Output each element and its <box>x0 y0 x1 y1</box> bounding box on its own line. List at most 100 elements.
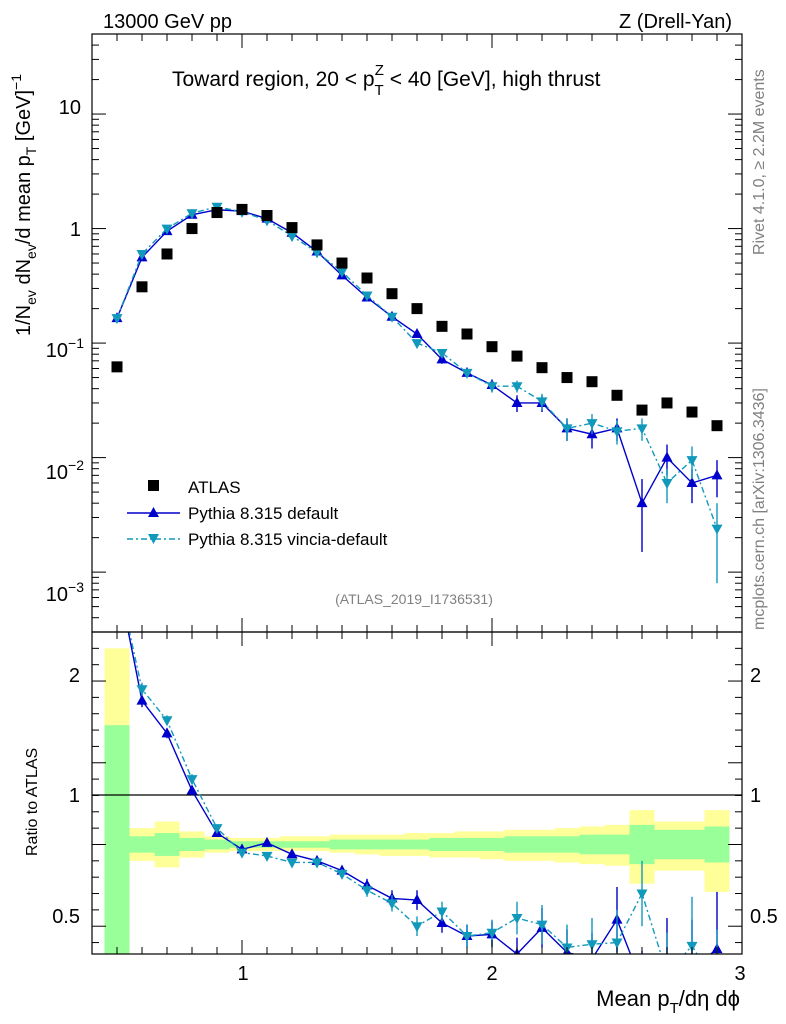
point-atlas <box>711 420 723 432</box>
band-green-bin <box>129 836 155 853</box>
ratio-point-default <box>261 836 273 847</box>
ratio-point-vincia <box>636 889 648 900</box>
ratio-point-default <box>411 894 423 905</box>
ratio-point-vincia <box>136 685 148 696</box>
point-atlas <box>411 303 423 315</box>
band-green-bin <box>479 837 505 852</box>
band-green-bin <box>454 837 480 852</box>
point-vincia <box>661 479 673 490</box>
ratio-point-vincia <box>261 851 273 862</box>
point-atlas <box>136 281 148 293</box>
ratio-point-vincia <box>236 848 248 859</box>
ratio-point-vincia <box>411 922 423 933</box>
ratio-point-vincia <box>186 775 198 786</box>
ytick-ratio-0.5: 0.5 <box>52 906 80 928</box>
point-vincia <box>386 312 398 323</box>
band-green-bin <box>679 829 705 860</box>
point-atlas <box>211 207 223 219</box>
band-green-bin <box>704 826 730 863</box>
point-vincia <box>186 209 198 220</box>
ratio-point-vincia <box>436 907 448 918</box>
point-atlas <box>161 248 173 260</box>
band-green-bin <box>429 837 455 852</box>
ratio-point-vincia <box>586 940 598 951</box>
point-vincia <box>311 248 323 259</box>
point-vincia <box>511 382 523 393</box>
ratio-point-vincia <box>511 914 523 925</box>
ytick-main-1: 1 <box>70 219 81 241</box>
y-axis-label-main: 1/Nev dNev/d mean pT [GeV]−1 <box>8 74 39 336</box>
point-vincia <box>561 424 573 435</box>
ratio-point-vincia <box>386 899 398 910</box>
point-vincia <box>686 456 698 467</box>
point-vincia <box>536 397 548 408</box>
point-vincia <box>111 314 123 325</box>
band-green-bin <box>204 839 230 850</box>
ratio-point-default <box>186 784 198 795</box>
point-default <box>636 497 648 508</box>
band-green-bin <box>404 839 430 850</box>
ratio-point-vincia <box>311 858 323 869</box>
band-green-bin <box>354 839 380 850</box>
point-atlas <box>336 257 348 269</box>
band-green-bin <box>654 829 680 860</box>
point-atlas <box>111 361 123 373</box>
ratio-point-vincia <box>686 941 698 952</box>
ratio-point-default <box>161 727 173 738</box>
point-vincia <box>486 382 498 393</box>
series-line-default <box>116 209 718 505</box>
header-left: 13000 GeV pp <box>103 11 232 33</box>
ratio-point-vincia <box>112 571 123 581</box>
band-green-bin <box>379 839 405 850</box>
band-green-bin <box>279 841 305 848</box>
point-atlas <box>436 320 448 332</box>
ratio-point-vincia <box>611 938 623 949</box>
band-green-bin <box>629 824 655 865</box>
point-vincia <box>636 424 648 435</box>
legend-marker-vincia <box>148 534 159 544</box>
band-green-bin <box>579 834 605 855</box>
ratio-point-vincia <box>361 886 373 897</box>
side-text-mcplots: mcplots.cern.ch [arXiv:1306.3436] <box>751 388 768 630</box>
ytick-main-10: 10 <box>59 97 81 119</box>
ytick-main-1e-3: 10−3 <box>46 579 84 606</box>
ratio-point-vincia <box>662 970 673 980</box>
point-atlas <box>511 350 523 362</box>
band-green-bin <box>604 834 630 855</box>
point-atlas <box>461 328 473 340</box>
point-vincia <box>336 267 348 278</box>
xtick-2: 2 <box>486 963 497 985</box>
ratio-point-default <box>687 963 698 973</box>
point-vincia <box>361 291 373 302</box>
ratio-point-default <box>286 848 298 859</box>
point-atlas <box>186 223 198 235</box>
legend-marker-default <box>148 507 159 517</box>
point-atlas <box>311 239 323 251</box>
ratio-point-default <box>136 694 148 705</box>
point-default <box>661 451 673 462</box>
ratio-point-vincia <box>536 920 548 931</box>
ratio-point-vincia <box>336 869 348 880</box>
band-green-bin <box>554 836 580 853</box>
header-right: Z (Drell-Yan) <box>619 11 732 33</box>
point-atlas <box>536 362 548 374</box>
point-atlas <box>361 272 373 284</box>
point-atlas <box>286 222 298 234</box>
band-green-bin <box>179 837 205 852</box>
point-vincia <box>711 524 723 535</box>
analysis-id: (ATLAS_2019_I1736531) <box>335 591 493 607</box>
side-text-rivet: Rivet 4.1.0, ≥ 2.2M events <box>751 69 768 255</box>
main-panel-series <box>111 202 723 584</box>
ytick-main-1e-2: 10−2 <box>46 457 84 484</box>
legend-label-default: Pythia 8.315 default <box>188 504 339 523</box>
ratio-point-vincia <box>486 928 498 939</box>
xtick-1: 1 <box>237 963 248 985</box>
point-vincia <box>461 368 473 379</box>
point-vincia <box>136 249 148 260</box>
point-atlas <box>661 397 673 409</box>
point-atlas <box>486 341 498 353</box>
point-atlas <box>586 376 598 388</box>
point-vincia <box>411 339 423 350</box>
point-atlas <box>236 203 248 215</box>
point-atlas <box>261 210 273 222</box>
